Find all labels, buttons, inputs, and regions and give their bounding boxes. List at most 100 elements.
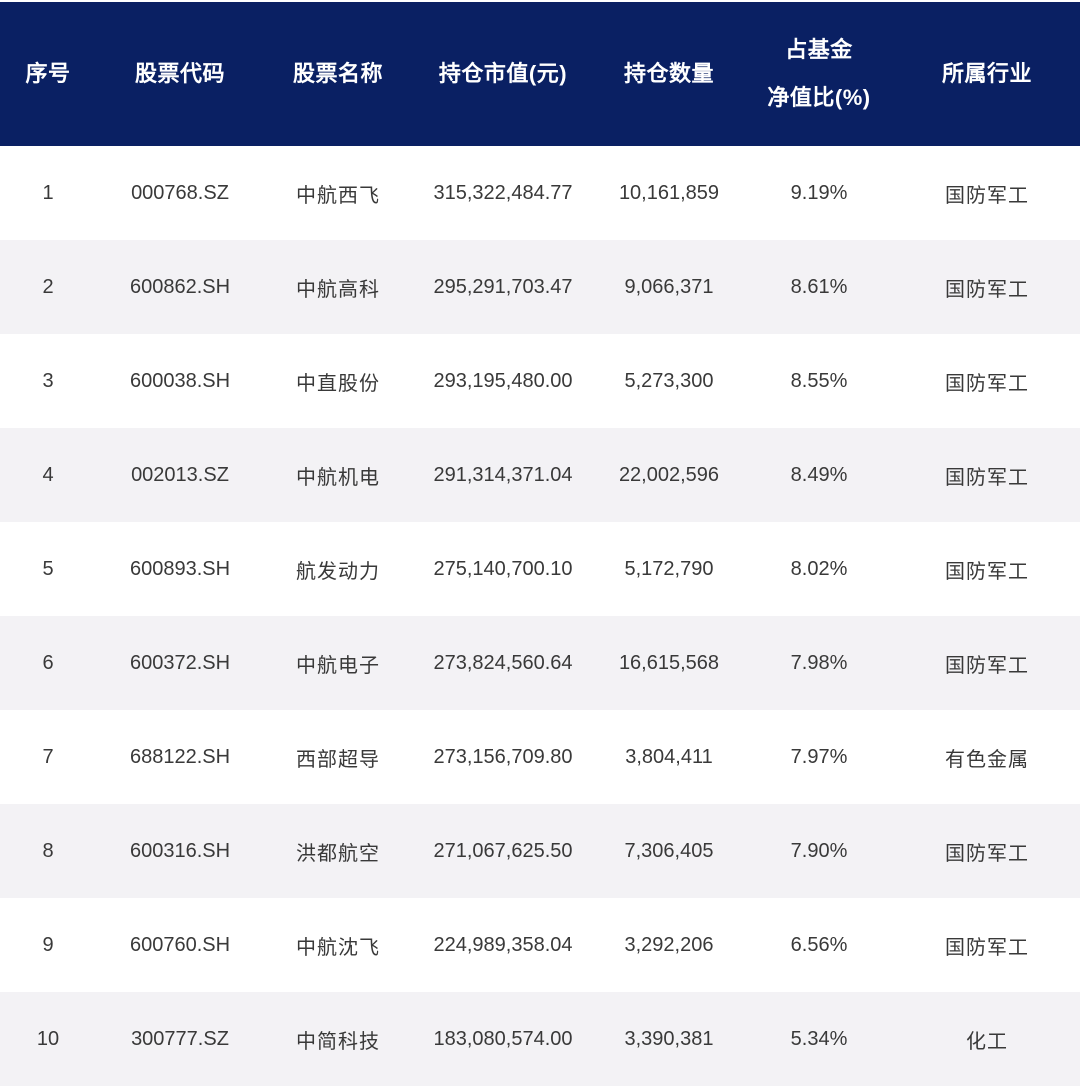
- cell-quantity: 5,273,300: [624, 369, 714, 392]
- cell-stock-code: 688122.SH: [129, 745, 231, 768]
- column-header-nav-percent[interactable]: 占基金 净值比(%): [744, 2, 894, 146]
- cell-stock-name: 洪都航空: [296, 842, 380, 865]
- column-header-stock-code[interactable]: 股票代码: [96, 2, 264, 146]
- cell-stock-code: 000768.SZ: [131, 181, 229, 204]
- cell-quantity: 16,615,568: [618, 651, 720, 674]
- cell-nav-percent: 5.34%: [790, 1027, 848, 1050]
- cell-index: 5: [42, 557, 54, 580]
- column-header-industry[interactable]: 所属行业: [894, 2, 1080, 146]
- cell-quantity: 3,804,411: [625, 745, 713, 768]
- cell-industry: 国防军工: [945, 936, 1029, 959]
- cell-index: 2: [42, 275, 54, 298]
- cell-stock-name: 中航西飞: [296, 184, 380, 207]
- cell-quantity: 10,161,859: [618, 181, 720, 204]
- column-header-index[interactable]: 序号: [0, 2, 96, 146]
- cell-market-value: 271,067,625.50: [433, 839, 573, 862]
- table-row[interactable]: 3 600038.SH 中直股份 293,195,480.00 5,273,300 8.5…: [0, 334, 1080, 428]
- table-row[interactable]: 2 600862.SH 中航高科 295,291,703.47 9,066,371 8.6…: [0, 240, 1080, 334]
- cell-industry: 化工: [966, 1030, 1008, 1053]
- table-header-row: 序号 股票代码 股票名称 持仓市值(元) 持仓数量 占基金 净值比(%) 所: [0, 2, 1080, 146]
- cell-industry: 国防军工: [945, 560, 1029, 583]
- cell-market-value: 273,824,560.64: [433, 651, 573, 674]
- column-header-quantity-label: 持仓数量: [623, 61, 714, 87]
- cell-index: 9: [42, 933, 54, 956]
- cell-index: 10: [36, 1027, 60, 1050]
- cell-stock-code: 600038.SH: [129, 369, 231, 392]
- table-header: 序号 股票代码 股票名称 持仓市值(元) 持仓数量 占基金 净值比(%) 所: [0, 2, 1080, 146]
- cell-index: 8: [42, 839, 54, 862]
- cell-market-value: 224,989,358.04: [433, 933, 573, 956]
- cell-quantity: 3,390,381: [624, 1027, 714, 1050]
- cell-nav-percent: 8.61%: [790, 275, 848, 298]
- cell-market-value: 183,080,574.00: [433, 1027, 573, 1050]
- cell-nav-percent: 9.19%: [790, 181, 848, 204]
- cell-stock-code: 002013.SZ: [131, 463, 229, 486]
- cell-industry: 国防军工: [945, 654, 1029, 677]
- table-row[interactable]: 9 600760.SH 中航沈飞 224,989,358.04 3,292,206 6.5…: [0, 898, 1080, 992]
- cell-stock-code: 600893.SH: [129, 557, 231, 580]
- table-row[interactable]: 8 600316.SH 洪都航空 271,067,625.50 7,306,405 7.9…: [0, 804, 1080, 898]
- column-header-nav-percent-label-line1: 占基金: [785, 37, 853, 62]
- cell-stock-code: 600316.SH: [129, 839, 231, 862]
- cell-stock-name: 中航高科: [296, 278, 380, 301]
- table-row[interactable]: 7 688122.SH 西部超导 273,156,709.80 3,804,411 7.9…: [0, 710, 1080, 804]
- table-row[interactable]: 6 600372.SH 中航电子 273,824,560.64 16,615,568 7.…: [0, 616, 1080, 710]
- column-header-stock-code-label: 股票代码: [134, 61, 225, 87]
- top-edge-seam: [0, 0, 1080, 2]
- cell-quantity: 22,002,596: [618, 463, 720, 486]
- cell-nav-percent: 7.98%: [790, 651, 848, 674]
- cell-stock-name: 中航沈飞: [296, 936, 380, 959]
- table-row[interactable]: 5 600893.SH 航发动力 275,140,700.10 5,172,790 8.0…: [0, 522, 1080, 616]
- cell-industry: 国防军工: [945, 372, 1029, 395]
- cell-market-value: 295,291,703.47: [433, 275, 573, 298]
- cell-index: 6: [42, 651, 54, 674]
- table-row[interactable]: 4 002013.SZ 中航机电 291,314,371.04 22,002,596 8.…: [0, 428, 1080, 522]
- cell-stock-code: 600372.SH: [129, 651, 231, 674]
- cell-nav-percent: 8.55%: [790, 369, 848, 392]
- cell-nav-percent: 7.90%: [790, 839, 848, 862]
- column-header-stock-name[interactable]: 股票名称: [264, 2, 412, 146]
- cell-industry: 国防军工: [945, 842, 1029, 865]
- cell-stock-name: 中航电子: [296, 654, 380, 677]
- cell-industry: 国防军工: [945, 184, 1029, 207]
- cell-market-value: 293,195,480.00: [433, 369, 573, 392]
- cell-index: 3: [42, 369, 54, 392]
- table-row[interactable]: 10 300777.SZ 中简科技 183,080,574.00 3,390,381 5.…: [0, 992, 1080, 1086]
- cell-index: 7: [42, 745, 54, 768]
- column-header-market-value[interactable]: 持仓市值(元): [412, 2, 594, 146]
- cell-stock-name: 航发动力: [296, 560, 380, 583]
- column-header-stock-name-label: 股票名称: [292, 61, 383, 87]
- cell-stock-code: 600862.SH: [129, 275, 231, 298]
- cell-market-value: 291,314,371.04: [433, 463, 573, 486]
- cell-quantity: 5,172,790: [624, 557, 714, 580]
- cell-stock-name: 西部超导: [296, 748, 380, 771]
- column-header-nav-percent-label-line2: 净值比(%): [767, 85, 871, 110]
- cell-market-value: 275,140,700.10: [433, 557, 573, 580]
- cell-index: 1: [42, 181, 54, 204]
- cell-industry: 国防军工: [945, 278, 1029, 301]
- column-header-market-value-label: 持仓市值(元): [438, 61, 568, 87]
- table-body: 1 000768.SZ 中航西飞 315,322,484.77 10,161,859 9.…: [0, 146, 1080, 1086]
- cell-stock-code: 600760.SH: [129, 933, 231, 956]
- column-header-industry-label: 所属行业: [941, 61, 1032, 87]
- cell-stock-name: 中简科技: [296, 1030, 380, 1053]
- cell-index: 4: [42, 463, 54, 486]
- cell-nav-percent: 6.56%: [790, 933, 848, 956]
- cell-stock-code: 300777.SZ: [131, 1027, 229, 1050]
- cell-quantity: 3,292,206: [624, 933, 714, 956]
- cell-industry: 有色金属: [945, 748, 1029, 771]
- cell-market-value: 273,156,709.80: [433, 745, 573, 768]
- cell-nav-percent: 7.97%: [790, 745, 848, 768]
- cell-stock-name: 中直股份: [296, 372, 380, 395]
- cell-stock-name: 中航机电: [296, 466, 380, 489]
- table-row[interactable]: 1 000768.SZ 中航西飞 315,322,484.77 10,161,859 9.…: [0, 146, 1080, 240]
- column-header-quantity[interactable]: 持仓数量: [594, 2, 744, 146]
- cell-quantity: 9,066,371: [624, 275, 714, 298]
- cell-market-value: 315,322,484.77: [433, 181, 573, 204]
- cell-quantity: 7,306,405: [624, 839, 714, 862]
- column-header-index-label: 序号: [25, 61, 71, 87]
- cell-nav-percent: 8.02%: [790, 557, 848, 580]
- cell-nav-percent: 8.49%: [790, 463, 848, 486]
- cell-industry: 国防军工: [945, 466, 1029, 489]
